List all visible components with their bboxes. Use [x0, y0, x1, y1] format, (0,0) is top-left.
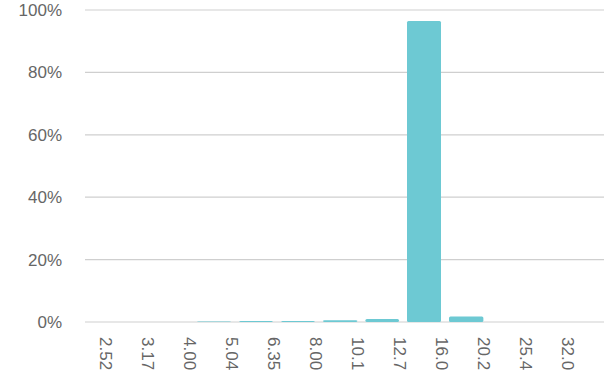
- x-tick-label: 3.17: [138, 337, 157, 370]
- x-tick-label: 6.35: [264, 337, 283, 370]
- bar: [407, 21, 441, 322]
- chart-root: 0% 20% 40% 60% 80% 100% 2.52 3.17 4.00 5.04 6.35 8.…: [0, 0, 604, 388]
- x-tick-label: 2.52: [96, 337, 115, 370]
- bar: [155, 322, 189, 323]
- x-tick-label: 16.0: [432, 337, 451, 370]
- y-tick-label: 60%: [28, 126, 62, 145]
- y-tick-label: 20%: [28, 251, 62, 270]
- x-tick-label: 32.0: [558, 337, 577, 370]
- bar: [491, 322, 525, 323]
- bar: [365, 319, 399, 322]
- x-tick-label: 25.4: [516, 337, 535, 370]
- bar: [197, 321, 231, 322]
- grid-line: [85, 197, 604, 198]
- chart: 0% 20% 40% 60% 80% 100% 2.52 3.17 4.00 5.04 6.35 8.…: [0, 0, 604, 388]
- y-grid: [85, 10, 604, 322]
- bar: [323, 320, 357, 322]
- x-tick-label: 5.04: [222, 337, 241, 370]
- y-tick-label: 0%: [37, 313, 62, 332]
- bar: [281, 321, 315, 322]
- bar: [113, 322, 147, 323]
- x-tick-label: 8.00: [306, 337, 325, 370]
- bar: [449, 316, 483, 322]
- grid-line: [85, 9, 604, 10]
- y-tick-label: 40%: [28, 188, 62, 207]
- grid-line: [85, 134, 604, 135]
- y-tick-label: 100%: [19, 1, 62, 20]
- x-tick-label: 4.00: [180, 337, 199, 370]
- grid-line: [85, 259, 604, 260]
- grid-line: [85, 72, 604, 73]
- x-tick-label: 12.7: [390, 337, 409, 370]
- bar: [533, 322, 567, 323]
- x-tick-label: 20.2: [474, 337, 493, 370]
- y-tick-label: 80%: [28, 63, 62, 82]
- bars: [197, 21, 483, 322]
- x-tick-label: 10.1: [348, 337, 367, 370]
- bar: [239, 321, 273, 322]
